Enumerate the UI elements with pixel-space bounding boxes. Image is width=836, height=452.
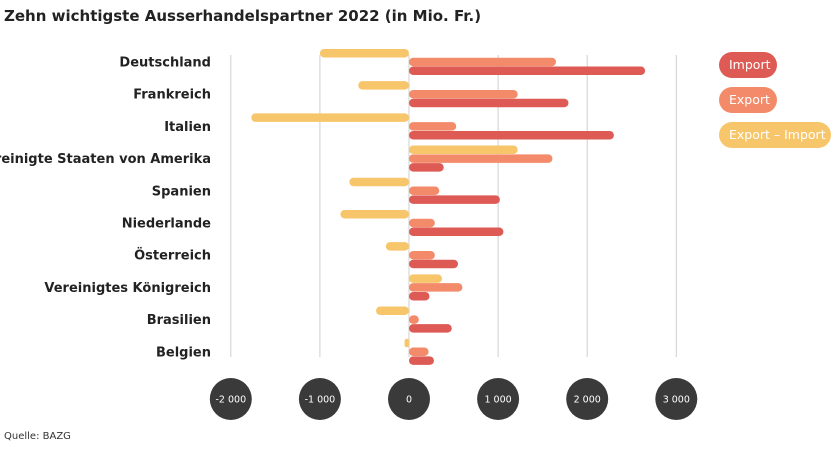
bar [409,315,419,324]
bar [409,347,429,357]
category-label: Deutschland [119,56,211,71]
category-label: Österreich [134,248,211,264]
bar [251,113,409,122]
tick-marker [388,378,430,420]
tick-label: -2 000 [215,395,246,406]
category-label: Vereinigte Staaten von Amerika [0,152,211,167]
tick-label: 1 000 [484,395,511,406]
bar [409,186,440,196]
category-label: Belgien [156,345,211,360]
tick-marker [477,378,520,420]
bar [409,130,614,140]
bar [409,57,557,67]
legend-item [719,122,831,148]
bar [409,283,463,292]
category-labels: Deutschland Frankreich Italien Vereinigte S… [0,56,211,361]
legend-label: Export – Import [729,127,826,142]
bar [385,242,409,251]
chart-title: Zehn wichtigste Ausserhandelspartner 202… [4,7,481,25]
bar [409,154,553,163]
bar [404,338,409,348]
tick-marker [566,378,609,420]
bar [409,122,457,131]
bar [319,48,409,58]
legend-item [719,52,777,78]
bar [358,81,409,90]
bar [409,218,435,228]
bar [409,66,646,76]
bar [409,274,442,283]
bar [409,145,518,155]
category-label: Niederlande [122,217,211,232]
category-label: Frankreich [133,88,211,103]
category-label: Spanien [152,184,211,199]
source-note: Quelle: BAZG [4,431,71,442]
legend-item [719,87,777,113]
bar [409,259,459,269]
bar [340,209,409,219]
tick-marker [209,378,252,420]
bar [409,324,452,333]
bar [409,195,500,204]
tick-label: 3 000 [663,395,690,406]
bar [409,291,430,301]
x-axis-ticks: -2 000 -1 000 0 1 000 2 000 3 000 [209,378,698,420]
category-label: Brasilien [147,313,211,328]
bar [409,163,444,172]
category-label: Italien [164,120,211,135]
bar [409,250,435,260]
tick-label: 0 [406,395,412,406]
bar [349,177,409,187]
tick-marker [298,378,341,420]
bar [409,227,504,237]
legend-label: Import [729,57,771,72]
legend: Import Export Export – Import [719,52,831,148]
bar [376,306,409,316]
category-label: Vereinigtes Königreich [44,281,211,296]
bar [409,356,434,365]
bars [251,48,646,365]
tick-label: -1 000 [305,395,336,406]
bar [409,98,569,108]
bar [409,89,518,99]
tick-marker [655,378,698,420]
tick-label: 2 000 [574,395,601,406]
legend-label: Export [729,92,770,107]
